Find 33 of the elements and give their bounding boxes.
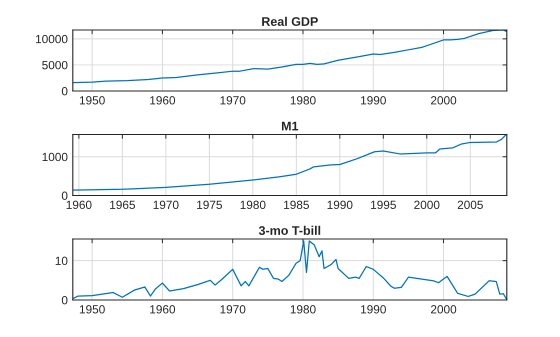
x-tick-label: 1960 bbox=[150, 96, 176, 105]
x-tick-label: 1980 bbox=[290, 305, 316, 314]
x-tick-label: 1995 bbox=[371, 200, 396, 210]
y-tick-label: 5000 bbox=[42, 60, 68, 70]
chart-title: 3-mo T-bill bbox=[258, 226, 320, 235]
y-tick-label: 10 bbox=[56, 256, 68, 266]
y-tick-label: 0 bbox=[62, 192, 68, 200]
x-tick-label: 1965 bbox=[110, 200, 136, 210]
y-tick-label: 1000 bbox=[42, 152, 68, 162]
x-tick-label: 1950 bbox=[80, 305, 105, 314]
y-tick-label: 10000 bbox=[36, 34, 68, 44]
x-tick-label: 1990 bbox=[361, 305, 386, 314]
x-tick-label: 1970 bbox=[220, 96, 246, 105]
x-tick-label: 2005 bbox=[458, 200, 483, 210]
x-tick-label: 1960 bbox=[150, 305, 176, 314]
chart-title: Real GDP bbox=[262, 16, 318, 26]
x-tick-label: 1975 bbox=[197, 200, 222, 210]
x-tick-label: 1990 bbox=[361, 96, 386, 105]
x-tick-label: 2000 bbox=[414, 200, 440, 210]
x-tick-label: 1990 bbox=[328, 200, 352, 210]
x-tick-label: 1970 bbox=[220, 305, 246, 314]
x-tick-label: 1980 bbox=[240, 200, 266, 210]
y-tick-label: 0 bbox=[62, 296, 68, 304]
x-tick-label: 1980 bbox=[290, 96, 316, 105]
x-tick-label: 1985 bbox=[284, 200, 309, 210]
x-tick-label: 1970 bbox=[154, 200, 179, 210]
x-tick-label: 2000 bbox=[431, 96, 456, 105]
x-tick-label: 1950 bbox=[80, 96, 105, 105]
line-series bbox=[72, 240, 507, 300]
chart-title: M1 bbox=[282, 122, 298, 130]
y-tick-label: 0 bbox=[62, 87, 68, 96]
x-tick-label: 2000 bbox=[431, 305, 456, 314]
x-tick-label: 1960 bbox=[66, 200, 92, 210]
